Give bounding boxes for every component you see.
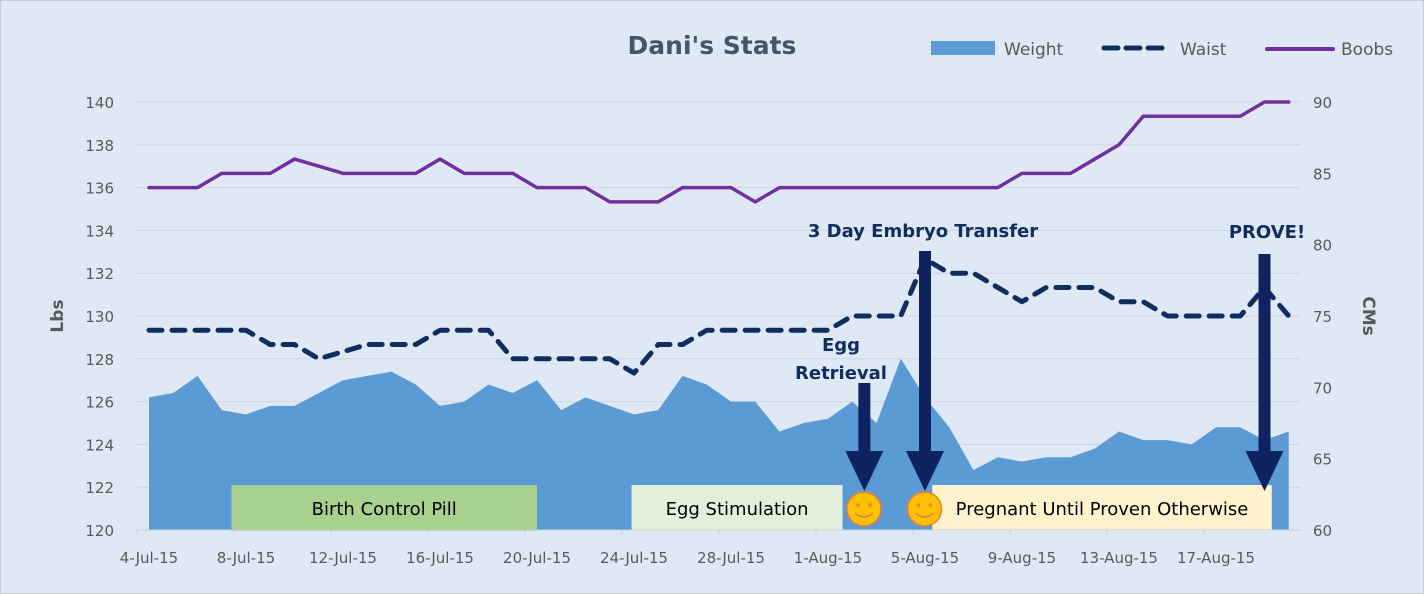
- y-tick-label-left: 130: [85, 308, 114, 326]
- x-tick-label: 8-Jul-15: [217, 549, 275, 567]
- smiley-face: [906, 491, 943, 527]
- y-tick-label-left: 124: [85, 436, 114, 454]
- annotation-label: Retrieval: [795, 363, 887, 384]
- smiley-eye-left: [856, 503, 860, 507]
- y-axis-title-right: CMs: [1358, 296, 1378, 336]
- legend-swatch-weight: [931, 41, 995, 55]
- y-tick-label-right: 80: [1313, 237, 1332, 255]
- y-tick-label-left: 136: [85, 180, 114, 198]
- arrow-shaft: [919, 251, 931, 451]
- smiley-eye-right: [868, 503, 872, 507]
- phase-band: [631, 485, 843, 531]
- markers: [846, 491, 943, 527]
- y-tick-label-left: 140: [85, 94, 114, 112]
- x-tick-label: 13-Aug-15: [1080, 549, 1158, 567]
- arrow-head-icon: [1245, 451, 1284, 491]
- x-tick-label: 5-Aug-15: [891, 549, 959, 567]
- legend-label-boobs: Boobs: [1341, 40, 1393, 60]
- x-tick-label: 17-Aug-15: [1177, 549, 1255, 567]
- legend-label-weight: Weight: [1004, 40, 1064, 60]
- arrow-shaft: [858, 383, 871, 451]
- chart-title: Dani's Stats: [628, 31, 797, 60]
- phase-band: [932, 485, 1272, 531]
- arrow-head-icon: [906, 451, 944, 491]
- y-tick-label-left: 126: [85, 394, 114, 412]
- boobs-line: [147, 100, 1291, 204]
- x-tick-label: 20-Jul-15: [503, 549, 571, 567]
- y-tick-label-right: 75: [1313, 308, 1332, 326]
- annotation-label: 3 Day Embryo Transfer: [808, 221, 1038, 242]
- y-tick-label-left: 134: [85, 222, 114, 240]
- phase-label: Birth Control Pill: [312, 499, 457, 520]
- x-tick-label: 16-Jul-15: [406, 549, 474, 567]
- annotations: Egg Retrieval 3 Day Embryo Transfer PROVE!: [795, 221, 1305, 491]
- y-tick-label-right: 60: [1313, 522, 1332, 540]
- axes: 120 122 124 126 128 130 132 134 136 138 140 60 65 70 7…: [85, 94, 1332, 567]
- phase-label: Pregnant Until Proven Otherwise: [956, 499, 1249, 520]
- y-tick-label-left: 122: [85, 479, 114, 497]
- x-tick-label: 24-Jul-15: [600, 549, 668, 567]
- y-tick-label-left: 120: [85, 522, 114, 540]
- x-tick-label: 4-Jul-15: [120, 549, 178, 567]
- y-tick-label-left: 132: [85, 265, 114, 283]
- phase-band: [231, 485, 537, 531]
- smiley-mouth: [854, 512, 874, 518]
- smiley-icon: [846, 491, 882, 527]
- y-tick-label-right: 70: [1313, 379, 1332, 397]
- legend-label-waist: Waist: [1180, 40, 1227, 60]
- arrow-head-icon: [845, 451, 884, 491]
- smiley-face: [846, 491, 882, 527]
- waist-line-layer: [146, 256, 1292, 376]
- x-tick-label: 1-Aug-15: [794, 549, 862, 567]
- y-axis-title-left: Lbs: [48, 299, 68, 332]
- smiley-eye-right: [928, 503, 933, 507]
- y-tick-label-right: 90: [1313, 94, 1332, 112]
- x-tick-label: 28-Jul-15: [697, 549, 765, 567]
- legend: Weight Waist Boobs: [931, 40, 1393, 60]
- phase-label: Egg Stimulation: [666, 499, 809, 520]
- smiley-icon: [906, 491, 943, 527]
- x-tick-label: 12-Jul-15: [309, 549, 377, 567]
- annotation-label: PROVE!: [1229, 222, 1305, 243]
- annotation-label: Egg: [822, 335, 860, 356]
- waist-line: [146, 256, 1292, 376]
- y-tick-label-left: 128: [85, 351, 114, 369]
- y-tick-label-right: 85: [1313, 165, 1332, 183]
- boobs-line-layer: [147, 100, 1291, 204]
- arrow-shaft: [1258, 254, 1271, 451]
- y-tick-label-left: 138: [85, 137, 114, 155]
- smiley-mouth: [914, 512, 935, 518]
- phase-bands: Birth Control Pill Egg Stimulation Pregnan…: [231, 485, 1272, 531]
- x-tick-label: 9-Aug-15: [988, 549, 1056, 567]
- smiley-eye-left: [916, 503, 921, 507]
- y-tick-label-right: 65: [1313, 451, 1332, 469]
